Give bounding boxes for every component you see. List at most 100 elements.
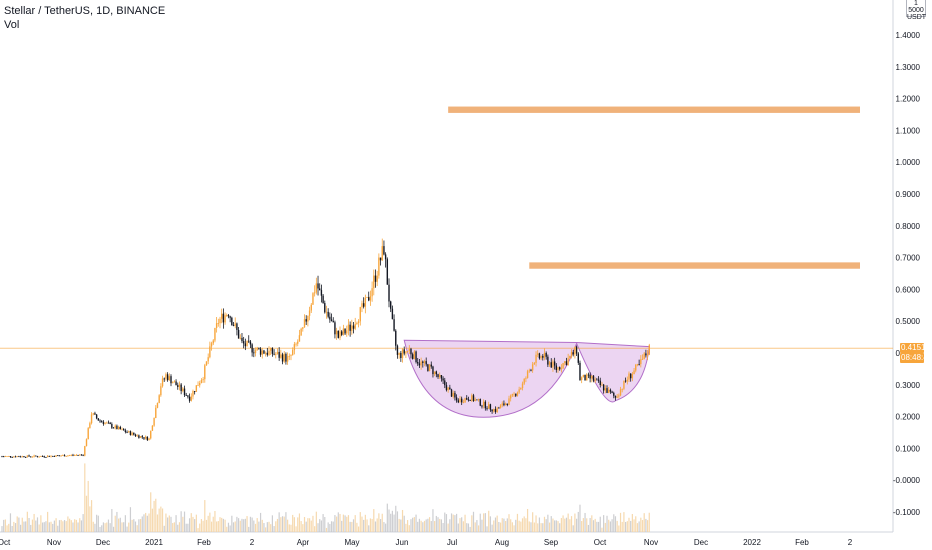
time-axis-label: Oct — [594, 538, 607, 547]
volume-bar — [23, 521, 25, 532]
volume-bar — [636, 523, 639, 532]
candle-body — [286, 356, 289, 362]
volume-bar — [197, 528, 199, 532]
time-axis-label: Sep — [544, 538, 559, 547]
candle-body — [226, 315, 228, 316]
volume-bar — [407, 520, 409, 532]
candle-body — [109, 422, 111, 425]
candle-body — [513, 393, 515, 395]
volume-bar — [516, 513, 519, 532]
candle-body — [364, 297, 367, 307]
volume-bar — [202, 520, 204, 532]
volume-bar — [25, 521, 27, 532]
candle-body — [65, 456, 67, 457]
volume-bar — [597, 521, 600, 532]
candle-body — [62, 455, 64, 456]
candle-body — [73, 455, 76, 456]
volume-bar — [565, 517, 568, 532]
candle-body — [104, 422, 106, 424]
volume-bar — [638, 521, 640, 532]
candle-body — [450, 389, 453, 397]
candle-body — [580, 377, 583, 380]
volume-bar — [645, 518, 647, 532]
candle-body — [270, 347, 272, 351]
candle-body — [151, 425, 154, 431]
volume-bar — [339, 513, 341, 532]
candle-body — [417, 362, 419, 364]
volume-bar — [123, 522, 125, 532]
candle-body — [466, 398, 468, 400]
candle-body — [616, 396, 618, 398]
volume-bar — [445, 514, 448, 532]
candle-body — [570, 352, 573, 357]
candle-body — [626, 379, 628, 382]
volume-bar — [67, 516, 69, 532]
candle-body — [185, 395, 187, 396]
volume-bar — [488, 510, 490, 532]
last-price-tag: 0.4151 — [900, 343, 926, 354]
candle-body — [552, 361, 554, 368]
candle-body — [383, 246, 385, 255]
volume-bar — [337, 512, 339, 532]
volume-bar — [222, 518, 224, 532]
volume-bar — [351, 521, 353, 532]
candle-body — [646, 354, 649, 356]
candle-body — [155, 407, 157, 418]
volume-bar — [119, 517, 121, 532]
time-axis-label: Feb — [795, 538, 809, 547]
volume-bar — [379, 519, 382, 532]
volume-bar — [403, 515, 405, 532]
candle-body — [488, 404, 490, 409]
volume-bar — [383, 522, 385, 532]
candle-body — [28, 455, 30, 457]
volume-bar — [413, 517, 415, 532]
candle-body — [254, 350, 257, 354]
candle-body — [234, 323, 236, 326]
volume-indicator-label[interactable]: Vol — [4, 19, 20, 31]
candle-body — [586, 374, 588, 381]
volume-bar — [385, 523, 387, 532]
candle-body — [599, 380, 601, 386]
candle-body — [471, 395, 473, 401]
resistance-zones[interactable] — [448, 106, 860, 269]
candle-body — [526, 371, 529, 378]
candle-body — [373, 275, 375, 289]
volume-bar — [474, 522, 476, 532]
time-axis-label: Nov — [47, 538, 61, 547]
volume-bar — [510, 519, 512, 532]
candle-body — [501, 403, 503, 406]
candle-body — [548, 362, 551, 365]
volume-bar — [178, 522, 181, 532]
resistance-zone-2[interactable] — [529, 262, 860, 269]
candle-body — [405, 351, 407, 354]
candle-body — [121, 428, 123, 430]
candle-body — [48, 455, 51, 457]
candle-body — [406, 350, 409, 352]
candle-body — [236, 323, 238, 330]
price-axis-label: 0.1000 — [896, 444, 921, 453]
volume-bar — [3, 519, 5, 532]
volume-bar — [457, 523, 459, 532]
candle-body — [550, 362, 552, 368]
candle-body — [636, 364, 639, 365]
volume-bar — [613, 514, 615, 532]
candle-body — [24, 457, 27, 458]
currency-button[interactable]: 1 5000 USDT — [906, 0, 926, 21]
volume-bar — [4, 519, 6, 532]
volume-bar — [278, 512, 280, 532]
candle-body — [442, 378, 444, 381]
volume-bar — [173, 522, 175, 532]
candle-body — [291, 350, 294, 356]
volume-bar — [199, 523, 201, 532]
volume-bar — [129, 507, 132, 532]
candle-body — [587, 374, 590, 376]
candle-body — [509, 395, 512, 399]
candle-body — [111, 424, 113, 428]
candle-body — [50, 455, 52, 457]
candle-body — [261, 350, 263, 355]
candle-body — [457, 400, 459, 403]
candle-body — [21, 456, 23, 457]
volume-bar — [513, 525, 515, 532]
resistance-zone-1[interactable] — [448, 106, 860, 113]
